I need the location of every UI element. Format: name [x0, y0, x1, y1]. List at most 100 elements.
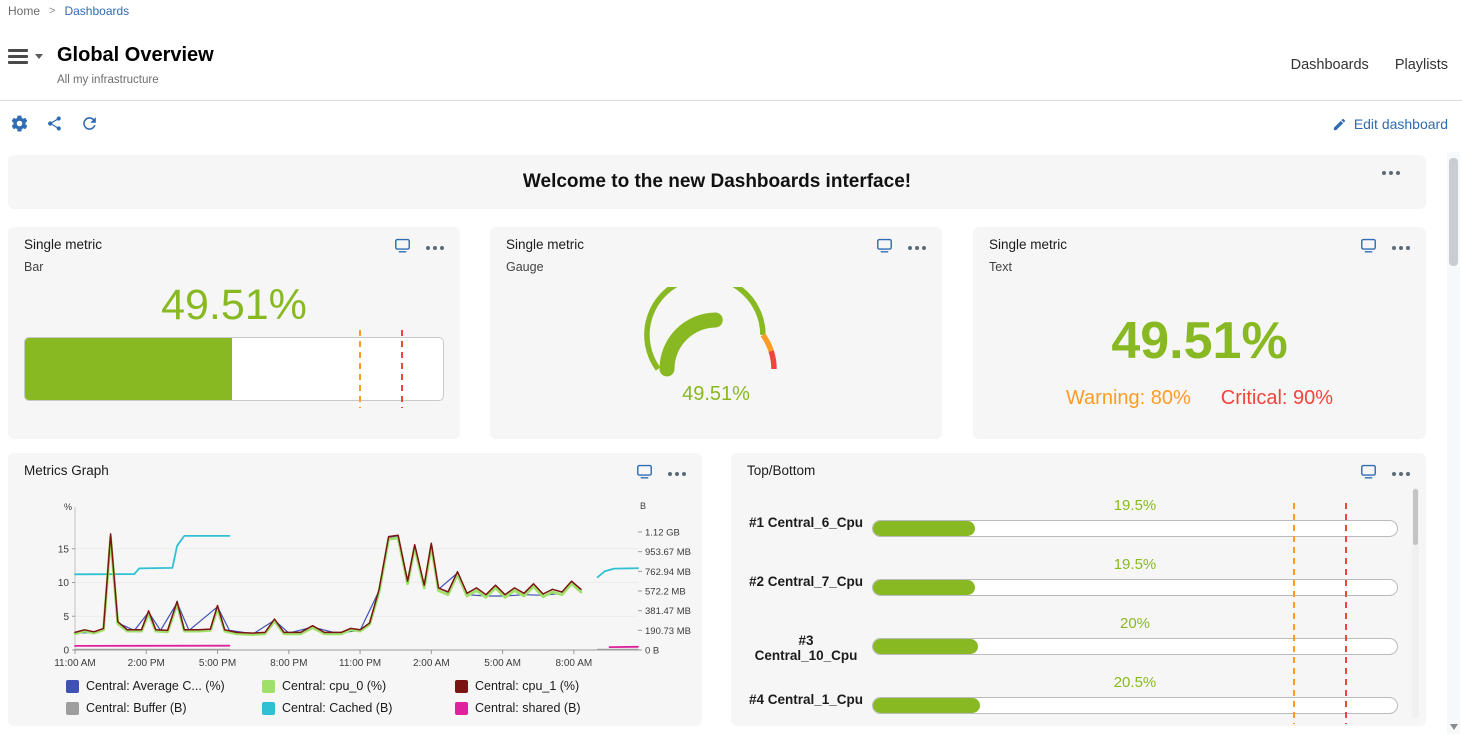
widget-more-button[interactable]	[668, 472, 686, 476]
share-button[interactable]	[43, 112, 65, 134]
scrollbar-thumb[interactable]	[1413, 489, 1418, 545]
warning-label: Warning: 80%	[1065, 387, 1191, 409]
row-value: 19.5%	[1113, 556, 1157, 573]
top-bottom-row: #4 Central_1_Cpu 20.5%	[747, 666, 1398, 725]
metric-value: 49.51%	[1111, 312, 1288, 370]
legend-swatch	[455, 679, 468, 693]
legend-swatch	[262, 701, 275, 715]
legend-swatch	[66, 701, 79, 715]
critical-threshold-line	[401, 330, 404, 408]
svg-text:572.2 MB: 572.2 MB	[645, 587, 686, 598]
critical-label: Critical: 90%	[1220, 387, 1334, 409]
widget-title: Single metric	[989, 237, 1068, 252]
breadcrumb: Home > Dashboards	[8, 4, 129, 18]
gauge-chart	[644, 287, 777, 377]
svg-text:B: B	[640, 501, 646, 511]
scroll-down-arrow[interactable]	[1450, 724, 1458, 730]
legend-item[interactable]: Central: shared (B)	[455, 701, 692, 715]
legend-item[interactable]: Central: Buffer (B)	[66, 701, 262, 715]
legend-label: Central: shared (B)	[475, 701, 581, 715]
widget-title: Top/Bottom	[747, 463, 816, 478]
svg-text:%: %	[64, 502, 72, 512]
edit-dashboard-label: Edit dashboard	[1353, 116, 1448, 132]
svg-text:8:00 PM: 8:00 PM	[270, 658, 307, 669]
widget-subtitle: Text	[989, 260, 1012, 274]
widget-more-button[interactable]	[1392, 246, 1410, 250]
legend-swatch	[66, 679, 79, 693]
widget-more-button[interactable]	[1392, 472, 1410, 476]
main-scrollbar[interactable]	[1447, 152, 1460, 734]
scrollbar-thumb[interactable]	[1449, 158, 1458, 266]
legend-label: Central: Buffer (B)	[86, 701, 187, 715]
row-bar-area: 20.5%	[872, 666, 1398, 725]
panel-display-button[interactable]	[635, 462, 654, 486]
svg-text:762.94 MB: 762.94 MB	[645, 567, 691, 578]
svg-text:8:00 AM: 8:00 AM	[556, 658, 593, 669]
row-label: #3 Central_10_Cpu	[754, 633, 858, 663]
settings-button[interactable]	[8, 112, 30, 134]
row-bar-track	[872, 697, 1398, 714]
breadcrumb-current-link[interactable]: Dashboards	[64, 4, 130, 18]
panel-display-button[interactable]	[393, 236, 412, 260]
refresh-button[interactable]	[78, 112, 100, 134]
legend-item[interactable]: Central: cpu_1 (%)	[455, 679, 692, 693]
row-bar-area: 19.5%	[872, 548, 1398, 607]
display-icon	[395, 238, 410, 253]
warning-threshold-line	[359, 330, 362, 408]
row-value: 19.5%	[1113, 497, 1157, 514]
metric-value: 49.51%	[161, 281, 307, 329]
svg-text:5:00 PM: 5:00 PM	[199, 658, 236, 669]
top-bottom-body: #1 Central_6_Cpu 19.5% #2 Central_7_Cpu 19.…	[747, 489, 1398, 726]
chevron-down-icon	[35, 53, 43, 59]
svg-text:5: 5	[63, 612, 69, 623]
svg-text:15: 15	[58, 544, 70, 555]
series-line-cpu_1	[74, 533, 582, 634]
top-bottom-card: Top/Bottom #1 Central_6_Cpu 19.5% #2 Centr…	[731, 453, 1426, 726]
legend-label: Central: Cached (B)	[282, 701, 393, 715]
legend-item[interactable]: Central: Average C... (%)	[66, 679, 262, 693]
display-icon	[637, 464, 652, 479]
breadcrumb-separator: >	[49, 5, 56, 17]
metrics-chart: 0 5 10 15% 0 B 190.73 MB 381.47 MB 572.2 MB 762.…	[54, 501, 691, 669]
row-bar-fill	[873, 639, 978, 654]
nav-dashboards[interactable]: Dashboards	[1290, 57, 1369, 73]
svg-text:190.73 MB: 190.73 MB	[645, 626, 691, 637]
svg-text:0: 0	[63, 646, 69, 657]
page-subtitle: All my infrastructure	[57, 74, 159, 86]
widget-more-button[interactable]	[426, 246, 444, 250]
svg-text:381.47 MB: 381.47 MB	[645, 606, 691, 617]
dashboard-toolbar	[8, 112, 100, 134]
page-title: Global Overview	[57, 44, 214, 66]
legend-item[interactable]: Central: cpu_0 (%)	[262, 679, 455, 693]
widget-title: Metrics Graph	[24, 463, 109, 478]
widget-subtitle: Bar	[24, 260, 44, 274]
metrics-graph-card: Metrics Graph 0 5 10 15% 0 B 190.73 MB 381.47 …	[8, 453, 702, 726]
welcome-banner: Welcome to the new Dashboards interface!	[8, 155, 1426, 209]
single-metric-gauge-card: Single metric Gauge 49.51%	[490, 227, 942, 439]
row-label: #1 Central_6_Cpu	[748, 515, 864, 530]
sidebar-menu-button[interactable]	[8, 49, 43, 64]
svg-text:11:00 AM: 11:00 AM	[54, 658, 96, 669]
svg-text:2:00 PM: 2:00 PM	[128, 658, 165, 669]
edit-dashboard-button[interactable]: Edit dashboard	[1332, 116, 1448, 132]
row-bar-track	[872, 579, 1398, 596]
row-label: #2 Central_7_Cpu	[748, 574, 864, 589]
widget-scrollbar[interactable]	[1412, 487, 1419, 718]
svg-text:10: 10	[58, 578, 70, 589]
panel-display-button[interactable]	[1359, 462, 1378, 486]
breadcrumb-home-link[interactable]: Home	[8, 4, 41, 18]
legend-item[interactable]: Central: Cached (B)	[262, 701, 455, 715]
panel-display-button[interactable]	[1359, 236, 1378, 260]
nav-playlists[interactable]: Playlists	[1394, 57, 1448, 73]
row-bar-track	[872, 638, 1398, 655]
metric-bar	[24, 330, 444, 408]
banner-more-button[interactable]	[1382, 171, 1400, 175]
widget-subtitle: Gauge	[506, 260, 544, 274]
panel-display-button[interactable]	[875, 236, 894, 260]
widget-more-button[interactable]	[908, 246, 926, 250]
single-metric-bar-card: Single metric Bar 49.51%	[8, 227, 460, 439]
svg-text:11:00 PM: 11:00 PM	[339, 658, 381, 669]
widget-title: Single metric	[506, 237, 585, 252]
legend-swatch	[455, 701, 468, 715]
metric-bar-fill	[25, 338, 232, 400]
